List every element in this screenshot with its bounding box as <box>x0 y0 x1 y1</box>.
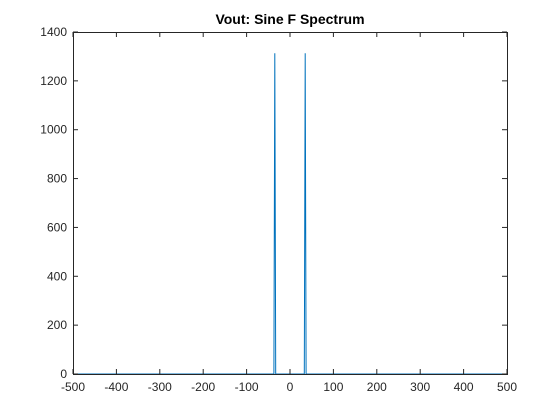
y-tick-label: 600 <box>47 220 67 234</box>
y-tick-label: 1400 <box>40 25 67 39</box>
x-tick-label: 500 <box>497 380 517 394</box>
y-tick-label: 0 <box>60 367 67 381</box>
y-tick-label: 400 <box>47 269 67 283</box>
y-tick-label: 800 <box>47 172 67 186</box>
x-tick-label: -200 <box>191 380 215 394</box>
x-tick-label: -400 <box>104 380 128 394</box>
chart-title: Vout: Sine F Spectrum <box>215 11 364 27</box>
x-tick-label: 400 <box>454 380 474 394</box>
y-tick-label: 1000 <box>40 123 67 137</box>
plot-area <box>73 32 507 374</box>
x-tick-label: 200 <box>367 380 387 394</box>
y-tick-label: 1200 <box>40 74 67 88</box>
x-tick-label: -300 <box>148 380 172 394</box>
x-tick-label: -500 <box>61 380 85 394</box>
x-tick-label: -100 <box>235 380 259 394</box>
x-tick-label: 0 <box>287 380 294 394</box>
x-axis: -500 -400 -300 -200 -100 0 100 200 300 400 500 <box>61 32 517 394</box>
y-tick-label: 200 <box>47 318 67 332</box>
x-tick-label: 100 <box>323 380 343 394</box>
y-axis: 0 200 400 600 800 1000 1200 1400 <box>40 25 507 381</box>
x-tick-label: 300 <box>410 380 430 394</box>
